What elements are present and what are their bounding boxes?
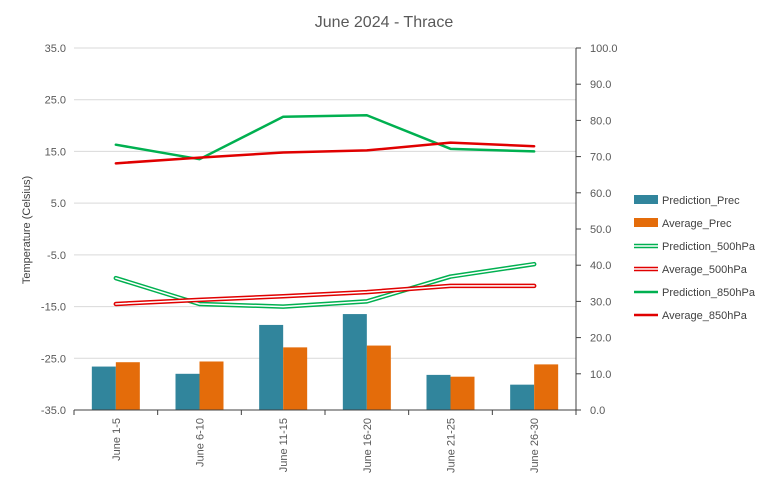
bar-Average_Prec bbox=[534, 364, 559, 410]
legend-label-Average_500hPa: Average_500hPa bbox=[662, 264, 748, 276]
y-right-tick-label: 80.0 bbox=[590, 115, 611, 127]
line-Average_500hPa-inner bbox=[115, 285, 535, 305]
legend-label-Prediction_850hPa: Prediction_850hPa bbox=[662, 287, 756, 299]
bar-Average_Prec bbox=[199, 361, 224, 410]
y-right-tick-label: 90.0 bbox=[590, 79, 611, 91]
legend-label-Prediction_Prec: Prediction_Prec bbox=[662, 195, 740, 207]
chart-title: June 2024 - Thrace bbox=[315, 14, 454, 31]
line-Prediction_850hPa bbox=[114, 113, 536, 161]
y-right-tick-label: 30.0 bbox=[590, 296, 611, 308]
y-left-tick-label: 5.0 bbox=[51, 198, 66, 210]
bar-Prediction_Prec bbox=[91, 366, 116, 410]
bar-Prediction_Prec bbox=[426, 374, 451, 410]
x-tick-label: June 16-20 bbox=[362, 418, 374, 473]
x-tick-label: June 26-30 bbox=[529, 418, 541, 473]
bar-Average_Prec bbox=[283, 347, 308, 410]
bar-Average_Prec bbox=[366, 345, 391, 410]
line-Average_500hPa bbox=[113, 283, 537, 307]
line-Average_850hPa bbox=[114, 141, 536, 165]
x-tick-label: June 1-5 bbox=[111, 418, 123, 461]
y-left-tick-label: -35.0 bbox=[41, 405, 66, 417]
y-right-tick-label: 70.0 bbox=[590, 152, 611, 164]
legend-swatch-Average_Prec bbox=[634, 218, 658, 227]
bar-Prediction_Prec bbox=[342, 314, 367, 410]
y-left-tick-label: -5.0 bbox=[47, 250, 66, 262]
bar-series bbox=[91, 314, 559, 410]
line-series bbox=[113, 113, 537, 309]
y-left-tick-label: 15.0 bbox=[45, 146, 66, 158]
bar-Prediction_Prec bbox=[175, 373, 200, 410]
legend: Prediction_Prec Average_Prec Prediction_50… bbox=[634, 195, 756, 322]
legend-label-Prediction_500hPa: Prediction_500hPa bbox=[662, 241, 756, 253]
y-right-tick-label: 40.0 bbox=[590, 260, 611, 272]
y-right-tick-label: 10.0 bbox=[590, 369, 611, 381]
y-left-tick-label: 35.0 bbox=[45, 43, 66, 55]
axes: 35.0 25.0 15.0 5.0 -5.0 -15.0 -25.0 -35.0 100.0 9… bbox=[41, 43, 618, 473]
legend-label-Average_850hPa: Average_850hPa bbox=[662, 310, 748, 322]
y-left-tick-label: 25.0 bbox=[45, 95, 66, 107]
y-right-tick-label: 60.0 bbox=[590, 188, 611, 200]
y-right-tick-label: 0.0 bbox=[590, 405, 605, 417]
bar-Average_Prec bbox=[450, 376, 475, 410]
y-right-tick-label: 100.0 bbox=[590, 43, 618, 55]
legend-label-Average_Prec: Average_Prec bbox=[662, 218, 732, 230]
bar-Prediction_Prec bbox=[259, 324, 284, 410]
x-tick-label: June 6-10 bbox=[195, 418, 207, 467]
y-axis-title: Temperature (Celsius) bbox=[21, 176, 33, 284]
y-right-tick-label: 20.0 bbox=[590, 333, 611, 345]
y-left-tick-label: -25.0 bbox=[41, 353, 66, 365]
x-tick-label: June 11-15 bbox=[278, 418, 290, 472]
y-left-tick-label: -15.0 bbox=[41, 302, 66, 314]
x-tick-label: June 21-25 bbox=[446, 418, 458, 473]
bar-Prediction_Prec bbox=[510, 384, 535, 410]
y-right-tick-label: 50.0 bbox=[590, 224, 611, 236]
bar-Average_Prec bbox=[115, 362, 140, 410]
legend-swatch-Prediction_Prec bbox=[634, 195, 658, 204]
